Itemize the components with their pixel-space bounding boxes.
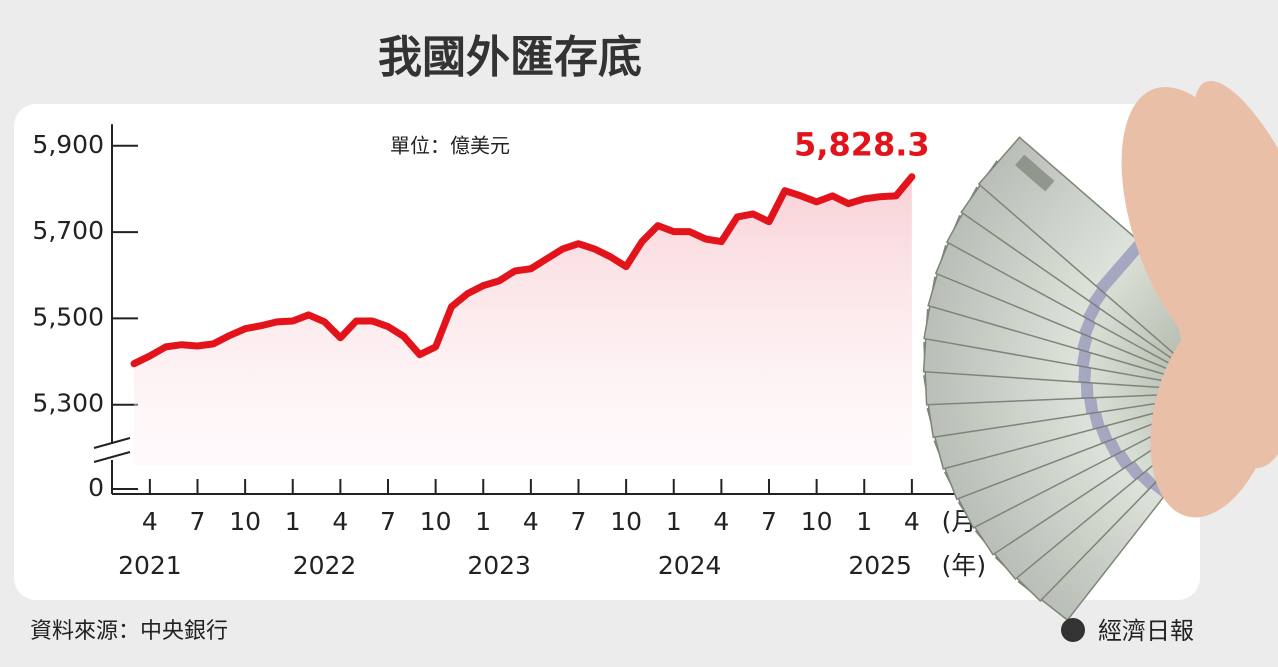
- hand: [1194, 80, 1278, 320]
- x-tick-label: 4: [142, 507, 158, 536]
- plot: 5,900 5,700 5,500 5,300 0 5,828.3 4 7 10 1 4 7 10 1 4 7…: [32, 124, 986, 580]
- axis-break: [93, 437, 131, 449]
- publisher: 經濟日報: [1098, 617, 1194, 645]
- x-tick-label: 7: [190, 507, 206, 536]
- x-year-label: 2025: [848, 551, 912, 580]
- y-tick-label: 5,300: [32, 389, 104, 418]
- x-tick-label: 4: [332, 507, 348, 536]
- x-year-label: 2022: [293, 551, 357, 580]
- x-tick-label: 10: [801, 507, 833, 536]
- x-unit-label: (年): [942, 551, 987, 580]
- x-tick-label: 1: [285, 507, 301, 536]
- area-fill: [134, 176, 912, 465]
- axis-break: [93, 451, 131, 463]
- y-tick-label: 0: [88, 473, 104, 502]
- hand: [1150, 302, 1278, 518]
- x-tick-label: 4: [523, 507, 539, 536]
- x-tick-label: 4: [904, 507, 920, 536]
- y-tick-label: 5,500: [32, 302, 104, 331]
- bill-mark: [1015, 154, 1055, 192]
- bill-band: [1095, 238, 1146, 294]
- source: 資料來源：中央銀行: [30, 619, 228, 644]
- y-tick-label: 5,700: [32, 216, 104, 245]
- unit-label: 單位：億美元: [390, 134, 510, 158]
- x-tick-label: 4: [713, 507, 729, 536]
- x-tick-label: 10: [420, 507, 452, 536]
- axis-break-gap: [96, 444, 128, 460]
- x-year-label: 2024: [658, 551, 722, 580]
- x-tick-label: 1: [475, 507, 491, 536]
- logo-icon: [1061, 618, 1085, 642]
- x-tick-label: 7: [380, 507, 396, 536]
- line: [130, 173, 916, 368]
- x-tick-label: 10: [229, 507, 261, 536]
- y-tick-label: 5,900: [32, 130, 104, 159]
- x-tick-label: 10: [610, 507, 642, 536]
- x-year-label: 2023: [467, 551, 531, 580]
- x-tick-label: 7: [571, 507, 587, 536]
- value-label: 5,828.3: [794, 126, 930, 164]
- x-year-label: 2021: [118, 551, 182, 580]
- x-tick-label: 7: [761, 507, 777, 536]
- x-tick-label: 1: [666, 507, 682, 536]
- chart-title: 我國外匯存底: [378, 32, 642, 83]
- x-tick-label: 1: [856, 507, 872, 536]
- money-illustration: [922, 80, 1278, 622]
